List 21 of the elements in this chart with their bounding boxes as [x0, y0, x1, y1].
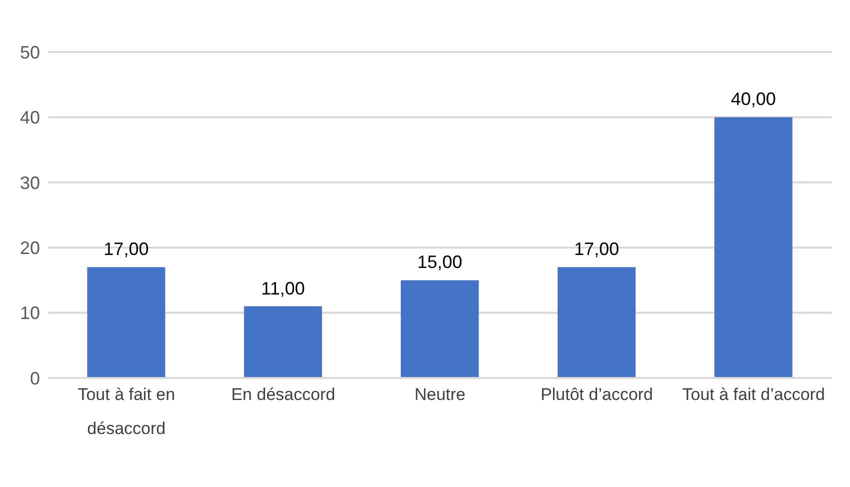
y-tick-label: 0 — [30, 368, 40, 388]
bar — [244, 306, 322, 378]
data-label: 40,00 — [730, 89, 776, 110]
x-tick-label: Neutre — [414, 385, 466, 404]
y-tick-label: 40 — [20, 108, 40, 128]
x-tick-label: En désaccord — [231, 385, 336, 404]
bar — [87, 267, 166, 378]
bar — [558, 267, 636, 378]
data-label: 17,00 — [574, 239, 620, 260]
x-tick-label: Tout à fait en désaccord — [78, 385, 176, 438]
data-label: 17,00 — [104, 239, 149, 260]
data-label: 15,00 — [417, 252, 462, 272]
y-tick-label: 10 — [20, 303, 40, 324]
x-tick-label: Tout à fait d’accord — [682, 385, 825, 404]
y-tick-label: 30 — [20, 172, 40, 193]
bar — [400, 280, 479, 378]
data-label: 11,00 — [261, 278, 305, 298]
y-tick-label: 50 — [20, 42, 40, 62]
bar — [714, 117, 792, 378]
x-tick-label: Plutôt d’accord — [540, 385, 654, 404]
y-tick-label: 20 — [20, 238, 40, 258]
